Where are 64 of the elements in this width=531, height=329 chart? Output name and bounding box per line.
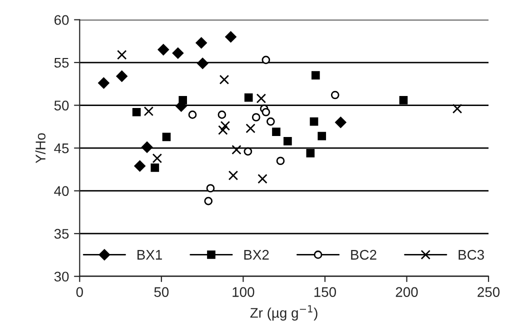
point <box>311 71 320 80</box>
y-tick-label: 50 <box>54 100 69 110</box>
point <box>244 93 253 102</box>
y-tick-label: 35 <box>54 228 69 239</box>
y-axis-title: Y/Ho <box>35 133 46 164</box>
point <box>116 50 127 60</box>
x-tick-label: 100 <box>232 287 254 297</box>
point <box>218 110 226 119</box>
point <box>225 31 236 42</box>
point <box>266 117 275 126</box>
legend-label: BX1 <box>138 250 162 260</box>
point <box>152 153 162 164</box>
point <box>258 174 268 184</box>
point <box>232 144 242 155</box>
y-tick-label: 55 <box>54 58 69 68</box>
legend-label: BC3 <box>458 250 484 260</box>
point <box>252 113 260 122</box>
y-tick-label: 45 <box>54 144 69 154</box>
point <box>452 104 462 114</box>
point <box>228 170 238 180</box>
point <box>246 124 256 134</box>
point <box>220 120 230 131</box>
legend-label: BC2 <box>351 250 376 260</box>
point <box>134 160 146 172</box>
x-tick-label: 0 <box>76 287 83 297</box>
y-tick-label: 40 <box>54 186 69 196</box>
point <box>172 47 184 59</box>
x-tick-label: 50 <box>154 287 169 297</box>
point <box>262 56 270 64</box>
point <box>132 108 141 116</box>
point <box>188 110 197 119</box>
point <box>272 128 280 136</box>
point <box>306 149 315 158</box>
point <box>178 96 188 104</box>
point <box>158 44 169 56</box>
point <box>256 94 266 104</box>
point <box>284 137 292 146</box>
point <box>318 132 326 140</box>
x-tick-label: 150 <box>314 287 336 297</box>
y-tick-label: 60 <box>54 15 69 25</box>
point <box>197 58 208 69</box>
point <box>196 37 207 48</box>
point <box>276 156 285 166</box>
point <box>204 196 213 206</box>
x-tick-label: 200 <box>396 287 418 297</box>
point <box>116 70 128 82</box>
point <box>262 108 270 116</box>
point <box>150 164 160 172</box>
point <box>399 96 408 104</box>
x-axis-title: Zr (µg g$^{−1}$) <box>250 305 318 321</box>
point <box>244 147 252 156</box>
legend-label: BX2 <box>244 250 269 260</box>
point <box>330 90 340 100</box>
point <box>162 132 171 142</box>
point <box>218 125 228 135</box>
point <box>219 74 230 84</box>
point <box>335 116 346 128</box>
point <box>206 184 215 192</box>
point <box>310 117 318 126</box>
y-tick-label: 30 <box>54 272 69 282</box>
x-tick-label: 250 <box>478 287 500 297</box>
point <box>98 77 110 89</box>
point <box>144 106 154 116</box>
point <box>141 142 153 153</box>
